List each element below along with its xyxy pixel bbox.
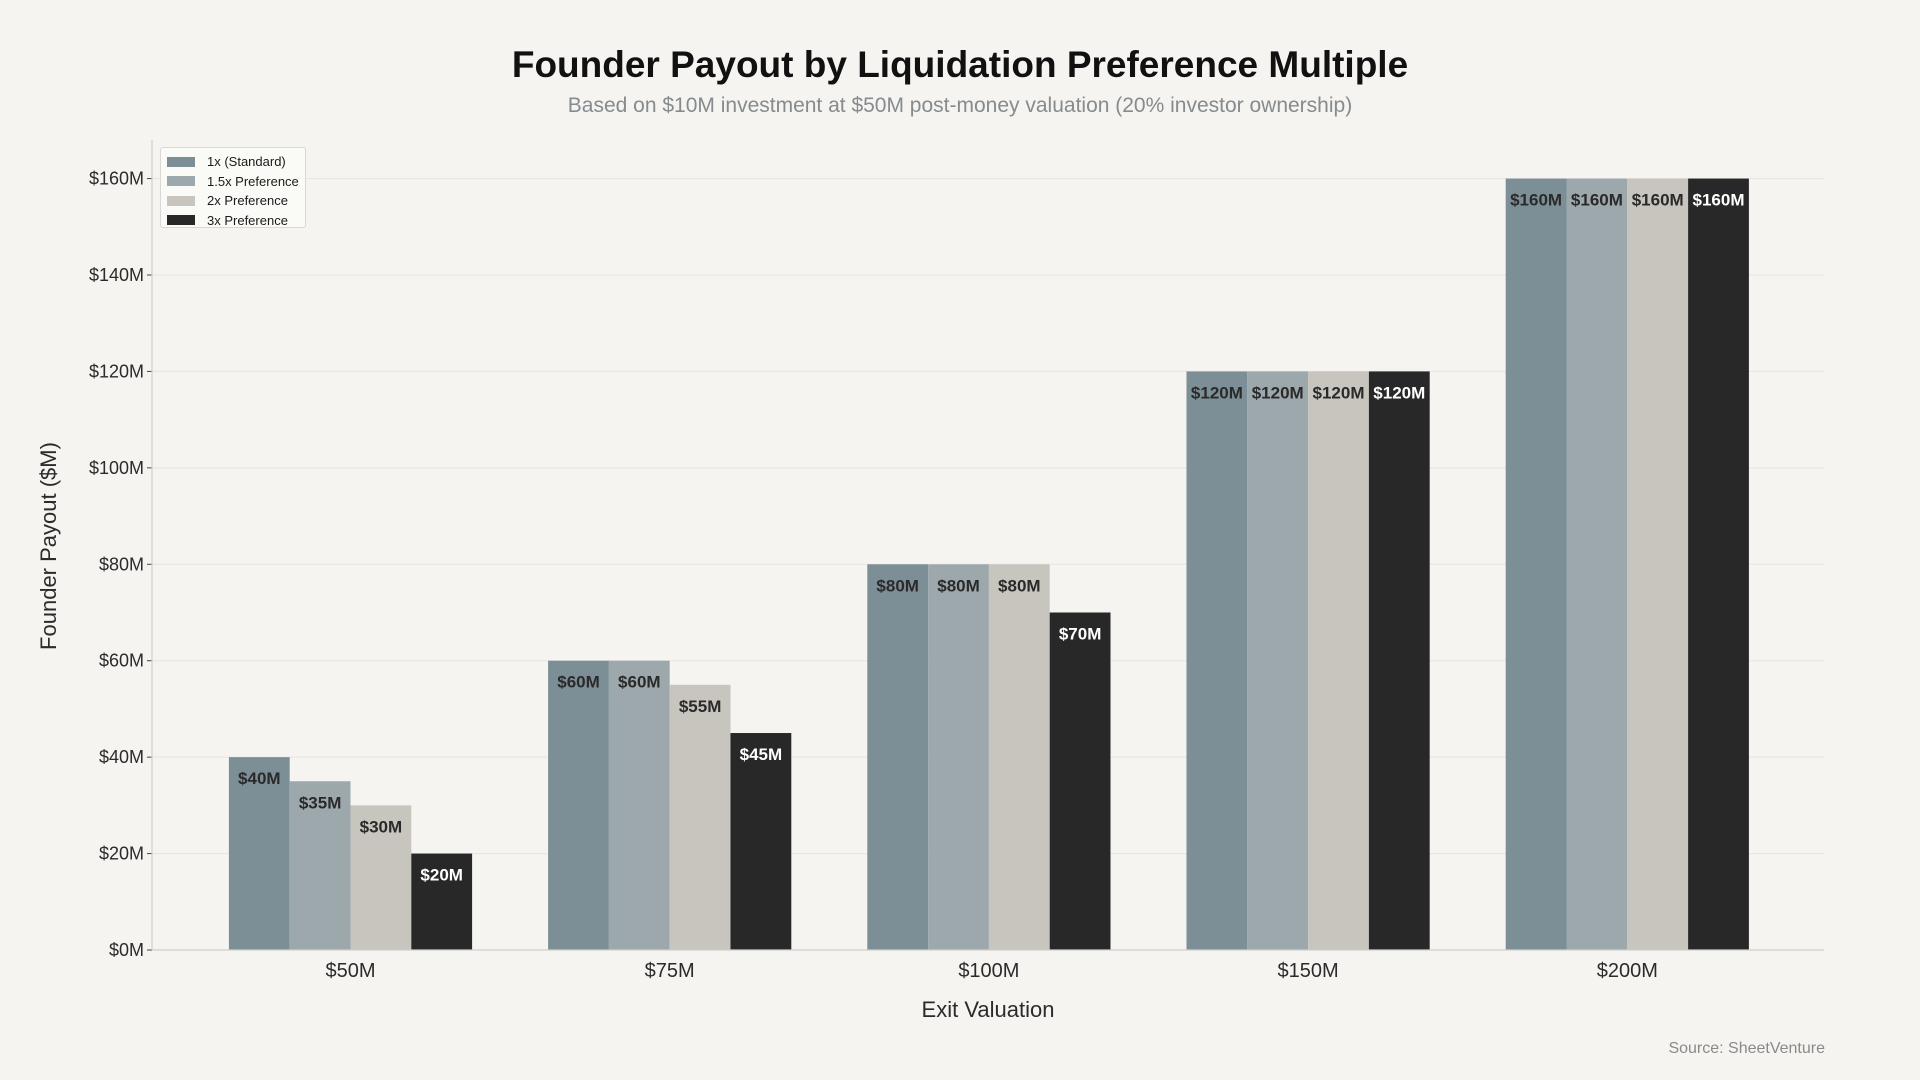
bar-value-label: $160M [1693,191,1745,210]
chart-subtitle: Based on $10M investment at $50M post-mo… [567,94,1353,117]
bar [289,781,351,950]
bar-value-label: $80M [998,576,1041,595]
bar-value-label: $120M [1373,383,1425,402]
bar [988,564,1050,950]
bar [928,564,989,950]
bar [1186,371,1248,950]
y-tick-label: $100M [89,458,144,478]
legend-item: 1.5x Preference [167,172,299,192]
y-tick-label: $40M [99,747,144,767]
bar-value-label: $30M [360,817,403,836]
bar [1505,178,1567,951]
bar [350,805,412,950]
x-tick-label: $150M [1278,960,1339,982]
legend-label: 1x (Standard) [207,154,286,170]
bar-value-label: $120M [1313,383,1365,402]
legend-swatch [167,156,195,167]
bar [1566,178,1628,951]
legend-swatch [167,176,195,187]
bar-value-label: $45M [740,745,783,764]
bar-value-label: $60M [557,673,600,692]
y-tick-label: $20M [99,844,144,864]
bar-value-label: $120M [1252,383,1304,402]
y-tick-label: $80M [99,554,144,574]
bar [730,733,792,950]
axes: $0M$20M$40M$60M$80M$100M$120M$140M$160M$… [89,140,1824,982]
bar [1368,371,1430,950]
bar [228,757,290,950]
bar-value-label: $160M [1632,191,1684,210]
bar-value-label: $60M [618,673,661,692]
legend-swatch [167,215,195,226]
bar-labels: $40M $35M $30M $20M $60M $60M $55M $45M $80M $80M… [238,191,1744,885]
chart-title: Founder Payout by Liquidation Preference… [511,44,1409,85]
bar-value-label: $80M [937,576,980,595]
bar [1688,178,1749,951]
bar-value-label: $55M [679,697,722,716]
bar [867,564,929,950]
y-axis-title: Founder Payout ($M) [36,442,61,650]
bar-value-label: $70M [1059,625,1102,644]
legend-swatch [167,195,195,206]
bar [411,853,473,950]
x-tick-label: $100M [958,960,1019,982]
bar-value-label: $40M [238,769,281,788]
legend-item: 3x Preference [167,211,299,231]
bar-value-label: $160M [1571,191,1623,210]
bar-value-label: $35M [299,793,342,812]
x-tick-label: $50M [325,960,375,982]
bar [548,660,609,950]
bar [608,660,670,950]
legend-item: 1x (Standard) [167,152,299,172]
y-tick-label: $160M [89,169,144,189]
y-tick-label: $60M [99,651,144,671]
bar [669,684,731,950]
bar [1049,612,1111,950]
bar-value-label: $80M [876,576,919,595]
y-tick-label: $140M [89,265,144,285]
bar [1308,371,1369,950]
legend: 1x (Standard) 1.5x Preference 2x Preferenc… [160,147,306,228]
y-tick-label: $0M [109,940,144,960]
bar-value-label: $120M [1191,383,1243,402]
bar-value-label: $160M [1510,191,1562,210]
bar [1247,371,1309,950]
legend-label: 2x Preference [207,193,288,209]
legend-item: 2x Preference [167,191,299,211]
legend-label: 3x Preference [207,212,288,228]
bars [228,178,1749,951]
bar-value-label: $20M [420,866,463,885]
y-tick-label: $120M [89,361,144,381]
legend-label: 1.5x Preference [207,173,299,189]
bar [1627,178,1689,951]
x-axis-title: Exit Valuation [922,997,1055,1022]
x-tick-label: $200M [1597,960,1658,982]
source-note: Source: SheetVenture [1668,1040,1825,1057]
x-tick-label: $75M [645,960,695,982]
